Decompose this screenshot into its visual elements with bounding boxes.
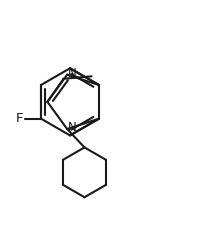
Text: N: N — [68, 121, 77, 134]
Text: N: N — [68, 67, 77, 80]
Text: F: F — [15, 112, 23, 125]
